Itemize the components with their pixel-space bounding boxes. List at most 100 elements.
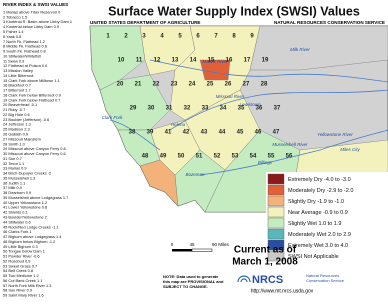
- list-entry: 24 Jefferson 1.3: [3, 122, 31, 127]
- list-entry: 18 Clark Fork below Bitterroot 0.9: [3, 92, 61, 97]
- legend-swatch: [267, 195, 285, 207]
- map-label: Marias River: [202, 59, 228, 64]
- service: NATURAL RESOURCES CONSERVATION SERVICE: [274, 20, 385, 25]
- note: SUBJECT TO CHANGE.: [163, 284, 208, 289]
- scale-tick: 90 Miles: [212, 242, 230, 247]
- list-entry: 50 Tongue below Dam 1: [3, 249, 45, 254]
- list-entry: 28 Smith 1.0: [3, 141, 26, 146]
- list-entry: 30 Missouri above Canyon Ferry 0.6: [3, 151, 66, 156]
- basin-number: 48: [142, 154, 149, 160]
- list-entry: 23 Boulder (Jefferson) -0.6: [3, 117, 49, 122]
- basin-number: 23: [171, 82, 178, 88]
- list-entry: 3 Kootenai R. Basin above Libby Dam 1: [3, 19, 72, 24]
- legend-swatch: [267, 250, 285, 262]
- scale-bar: [172, 248, 213, 252]
- basin-number: 6: [196, 34, 200, 40]
- list-entry: 22 Big Hole 0.6: [3, 112, 30, 117]
- basin-number: 21: [135, 82, 142, 88]
- basin-number: 16: [226, 58, 233, 64]
- list-entry: 19 Clark Fork below Flathead 0.7: [3, 97, 60, 102]
- basin-number: 43: [201, 130, 208, 136]
- basin-number: 9: [250, 34, 254, 40]
- map-label: Musselshell River: [272, 142, 308, 147]
- basin-number: 22: [153, 82, 160, 88]
- basin-number: 3: [142, 34, 146, 40]
- basin-number: 5: [178, 34, 182, 40]
- list-entry: 46 Clarks Fork 1: [3, 229, 32, 234]
- url: http://www.mt.nrcs.usda.gov: [251, 288, 314, 294]
- list-entry: 32 Teton 1.1: [3, 161, 24, 166]
- list-entry: 7 North Fk. Flathead 1.2: [3, 39, 45, 44]
- basin-number: 31: [166, 106, 173, 112]
- legend-label: Slightly Wet 1.0 to 1.9: [288, 221, 341, 227]
- legend-label: Moderately Dry -2.9 to -2.0: [288, 188, 353, 194]
- list-entry: 48 Bighorn below Bighorn -1.2: [3, 239, 55, 244]
- date-line: Current as of: [234, 245, 297, 256]
- map-label: Lewistown: [239, 102, 261, 107]
- list-entry: 5 Fisher 1.4: [3, 29, 24, 34]
- legend-swatch: [267, 228, 285, 240]
- logo-text: Natural Resources: [306, 273, 339, 278]
- list-entry: 54 Belt Creek 0.8: [3, 268, 33, 273]
- legend-label: SWSI Not Applicable: [288, 254, 339, 260]
- list-entry: 51 Powder River -0.6: [3, 254, 40, 259]
- list-entry: 29 Missouri above Canyon Ferry 0.8: [3, 146, 66, 151]
- list-entry: 52 Rosebud 0.9: [3, 258, 30, 263]
- list-entry: 43 Boulder/Yellowstone 2: [3, 214, 47, 219]
- basin-number: 44: [219, 130, 226, 136]
- basin-number: 25: [207, 82, 214, 88]
- basin-number: 55: [268, 154, 275, 160]
- basin-number: 52: [214, 154, 221, 160]
- basin-number: 28: [261, 82, 268, 88]
- legend-swatch: [267, 217, 285, 229]
- basin-number: 39: [147, 130, 154, 136]
- list-entry: 6 Yaak 0.8: [3, 34, 21, 39]
- list-entry: 45 Rock/Red Lodge Creeks -1.1: [3, 224, 59, 229]
- map-label: Milk River: [290, 47, 310, 52]
- basin-number: 11: [136, 58, 143, 64]
- basin-number: 1: [106, 34, 110, 40]
- basin-number: 34: [220, 106, 227, 112]
- map-label: Yellowstone River: [317, 132, 353, 137]
- list-entry: 10 Stillwater/Whitefish: [3, 53, 41, 58]
- basin-number: 8: [232, 34, 236, 40]
- list-entry: 17 Bitterroot 1.7: [3, 88, 31, 93]
- list-entry: 26 Gallatin 0.9: [3, 132, 28, 137]
- list-entry: 35 Musselshell 1.3: [3, 175, 35, 180]
- legend-swatch: [267, 206, 285, 218]
- list-entry: 38 Dearborn 0.9: [3, 190, 31, 195]
- basin-number: 30: [148, 106, 155, 112]
- note: this map are PROVISIONAL and: [163, 279, 224, 284]
- list-entry: 58 Sun River 0.9: [3, 288, 32, 293]
- list-entry: 13 Mission Valley: [3, 68, 33, 73]
- list-entry: 39 Musselshell above Lodgegrass 1.7: [3, 195, 68, 200]
- list-entry: 34 Birch-Dupuyer Creeks -2: [3, 171, 51, 176]
- list-entry: 2 Tobacco 1.5: [3, 14, 27, 19]
- basin-number: 33: [202, 106, 209, 112]
- list-entry: 56 Cut Bank Creek 1.1: [3, 278, 42, 283]
- list-heading: RIVER INDEX & SWSI VALUES: [3, 2, 68, 7]
- list-entry: 49 Little Bighorn 0.3: [3, 244, 38, 249]
- map-label: Clark Fork: [102, 115, 124, 120]
- list-entry: 36 Judith 1.1: [3, 180, 25, 185]
- map-label: Missouri River: [216, 94, 245, 99]
- basin-number: 49: [160, 154, 167, 160]
- basin-number: 37: [274, 106, 281, 112]
- basin-number: 4: [160, 34, 164, 40]
- list-entry: 59 Saint Mary River 1.6: [3, 293, 44, 298]
- map-label: Bozeman: [185, 172, 205, 177]
- legend-label: Slightly Dry -1.9 to -1.0: [288, 199, 344, 205]
- map-label: Billings: [258, 160, 273, 165]
- basin-number: 15: [208, 58, 215, 64]
- basin-number: 36: [256, 106, 263, 112]
- basin-number: 26: [225, 82, 232, 88]
- legend-swatch: [267, 184, 285, 196]
- list-entry: 1 Marias above Tiber Reservoir 0: [3, 9, 61, 14]
- basin-number: 46: [255, 130, 262, 136]
- list-entry: 53 Sweet Grass 0.7: [3, 263, 37, 268]
- basin-number: 14: [190, 58, 197, 64]
- date-line: March 1, 2008: [232, 257, 298, 268]
- list-entry: 11 Swan 0.9: [3, 58, 24, 63]
- basin-number: 32: [184, 106, 191, 112]
